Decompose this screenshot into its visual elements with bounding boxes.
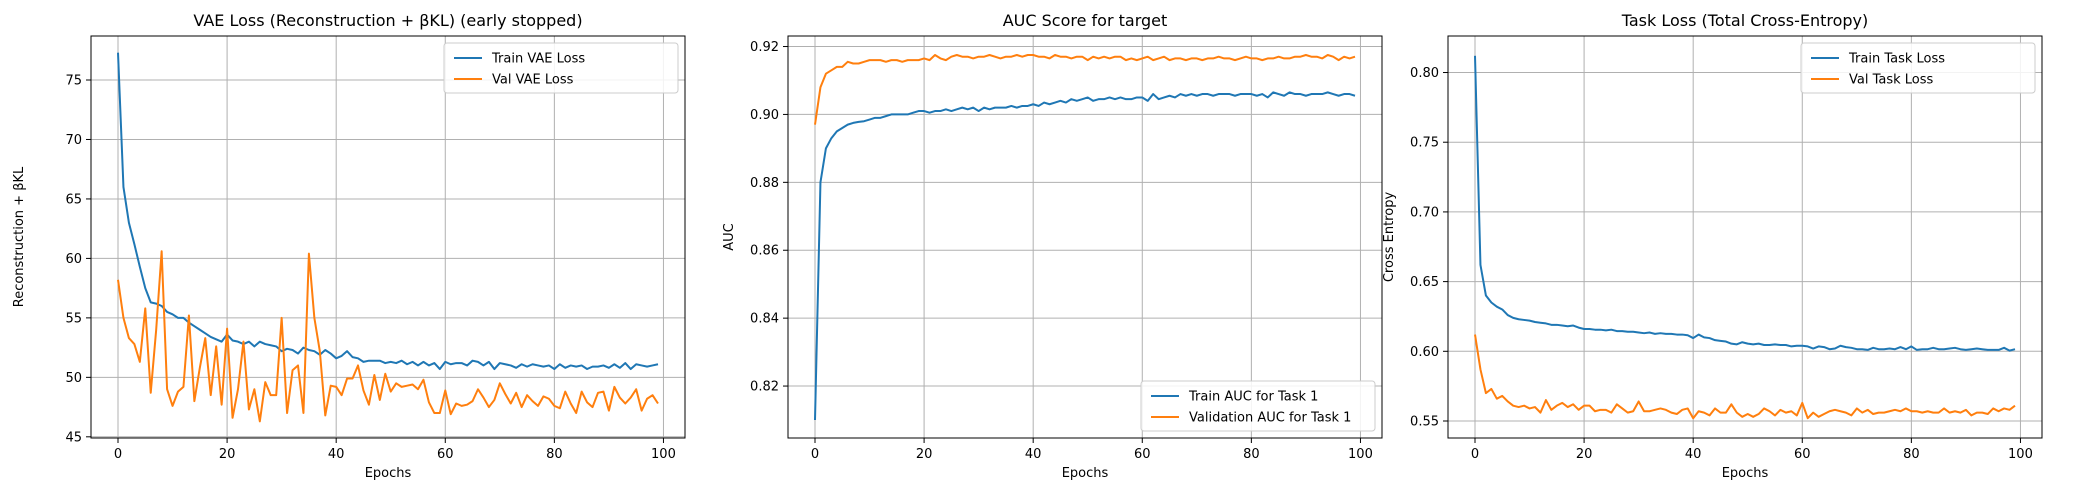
legend-label-1: Val VAE Loss xyxy=(492,73,574,88)
y-axis-label: Reconstruction + βKL xyxy=(12,166,27,307)
legend-box xyxy=(443,42,679,94)
y-tick-label: 45 xyxy=(65,430,82,445)
plot-frame xyxy=(1447,35,2043,439)
chart-panel-0: 0 20 40 60 80 100 45 50 55 60 65 70 75 VAE Loss (Reco… xyxy=(12,11,686,481)
x-axis-label: Epochs xyxy=(1722,466,1769,481)
legend-label-0: Train AUC for Task 1 xyxy=(1188,390,1318,405)
x-tick-label: 0 xyxy=(114,447,122,462)
y-tick-label: 0.92 xyxy=(750,40,779,55)
y-tick-label: 0.55 xyxy=(1410,414,1439,429)
chart-title: Task Loss (Total Cross-Entropy) xyxy=(1621,11,1869,30)
x-tick-label: 60 xyxy=(1794,447,1811,462)
y-tick-label: 0.80 xyxy=(1410,66,1439,81)
y-tick-label: 70 xyxy=(65,133,82,148)
x-tick-label: 100 xyxy=(1348,447,1373,462)
x-tick-label: 80 xyxy=(546,447,563,462)
plot-frame xyxy=(787,35,1383,439)
y-tick-label: 75 xyxy=(65,74,82,89)
series-line-1 xyxy=(117,250,659,423)
y-tick-label: 0.82 xyxy=(750,380,779,395)
legend-label-0: Train VAE Loss xyxy=(491,52,585,67)
x-tick-label: 40 xyxy=(1685,447,1702,462)
chart-title: AUC Score for target xyxy=(1003,11,1168,30)
y-axis-label: Cross Entropy xyxy=(1382,192,1397,283)
y-tick-label: 0.75 xyxy=(1410,136,1439,151)
y-tick-label: 50 xyxy=(65,371,82,386)
legend: Train VAE Loss Val VAE Loss xyxy=(443,42,679,94)
x-tick-label: 60 xyxy=(437,447,454,462)
chart-title: VAE Loss (Reconstruction + βKL) (early s… xyxy=(193,11,582,30)
x-tick-label: 20 xyxy=(1576,447,1593,462)
legend-box xyxy=(1800,42,2036,94)
legend: Train AUC for Task 1 Validation AUC for T… xyxy=(1140,380,1376,432)
x-tick-label: 20 xyxy=(219,447,236,462)
legend-label-0: Train Task Loss xyxy=(1848,52,1945,67)
series-line-0 xyxy=(1474,55,2016,352)
y-tick-label: 0.90 xyxy=(750,108,779,123)
y-tick-label: 0.88 xyxy=(750,176,779,191)
y-tick-label: 0.84 xyxy=(750,312,779,327)
x-tick-label: 40 xyxy=(1025,447,1042,462)
y-tick-label: 0.86 xyxy=(750,244,779,259)
series-line-1 xyxy=(814,54,1356,125)
y-tick-label: 0.60 xyxy=(1410,345,1439,360)
chart-panel-1: 0 20 40 60 80 100 0.82 0.84 0.86 0.88 0.90 0.92 AUC … xyxy=(722,11,1383,481)
series-line-0 xyxy=(814,91,1356,421)
y-tick-label: 65 xyxy=(65,192,82,207)
legend-box xyxy=(1140,380,1376,432)
series-line-1 xyxy=(1474,334,2016,420)
plot-frame xyxy=(90,35,686,439)
x-tick-label: 20 xyxy=(916,447,933,462)
legend-label-1: Validation AUC for Task 1 xyxy=(1189,411,1351,426)
legend: Train Task Loss Val Task Loss xyxy=(1800,42,2036,94)
series-line-0 xyxy=(117,52,659,371)
x-tick-label: 0 xyxy=(811,447,819,462)
x-axis-label: Epochs xyxy=(1062,466,1109,481)
x-tick-label: 40 xyxy=(328,447,345,462)
x-tick-label: 0 xyxy=(1471,447,1479,462)
y-tick-label: 0.70 xyxy=(1410,205,1439,220)
x-tick-label: 80 xyxy=(1903,447,1920,462)
legend-label-1: Val Task Loss xyxy=(1849,73,1934,88)
x-tick-label: 60 xyxy=(1134,447,1151,462)
y-axis-label: AUC xyxy=(722,223,737,251)
y-tick-label: 60 xyxy=(65,252,82,267)
x-tick-label: 100 xyxy=(651,447,676,462)
x-tick-label: 100 xyxy=(2008,447,2033,462)
y-tick-label: 0.65 xyxy=(1410,275,1439,290)
y-tick-label: 55 xyxy=(65,311,82,326)
chart-panel-2: 0 20 40 60 80 100 0.55 0.60 0.65 0.70 0.75 0.80 Task… xyxy=(1382,11,2043,481)
x-tick-label: 80 xyxy=(1243,447,1260,462)
x-axis-label: Epochs xyxy=(365,466,412,481)
